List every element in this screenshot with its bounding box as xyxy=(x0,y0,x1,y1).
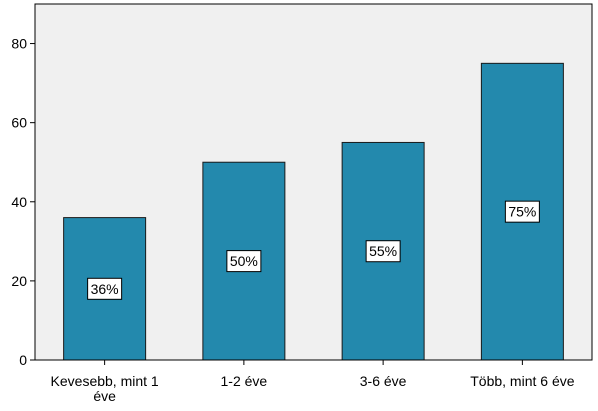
x-tick-label: éve xyxy=(93,388,116,404)
data-label-box xyxy=(226,250,262,273)
data-label-3: 55% xyxy=(365,240,401,263)
x-tick-label: 3-6 éve xyxy=(360,373,407,389)
data-label-box xyxy=(504,200,540,223)
data-label-box xyxy=(87,277,123,300)
data-label-text: 75% xyxy=(508,204,536,220)
y-tick-label: 20 xyxy=(11,273,27,289)
y-tick-label: 60 xyxy=(11,115,27,131)
data-label-box xyxy=(365,240,401,263)
data-label-text: 50% xyxy=(230,253,258,269)
x-tick-label: Kevesebb, mint 1 xyxy=(51,373,159,389)
x-tick-label: Több, mint 6 éve xyxy=(470,373,574,389)
data-label-text: 36% xyxy=(91,281,119,297)
data-label-1: 36% xyxy=(87,277,123,300)
y-tick-label: 0 xyxy=(19,352,27,368)
data-label-2: 50% xyxy=(226,250,262,273)
data-label-text: 55% xyxy=(369,243,397,259)
y-tick-label: 40 xyxy=(11,194,27,210)
y-tick-label: 80 xyxy=(11,36,27,52)
x-tick-label: 1-2 éve xyxy=(221,373,268,389)
data-label-4: 75% xyxy=(504,200,540,223)
data-labels: 36% 50% 55% 75% xyxy=(87,200,540,300)
